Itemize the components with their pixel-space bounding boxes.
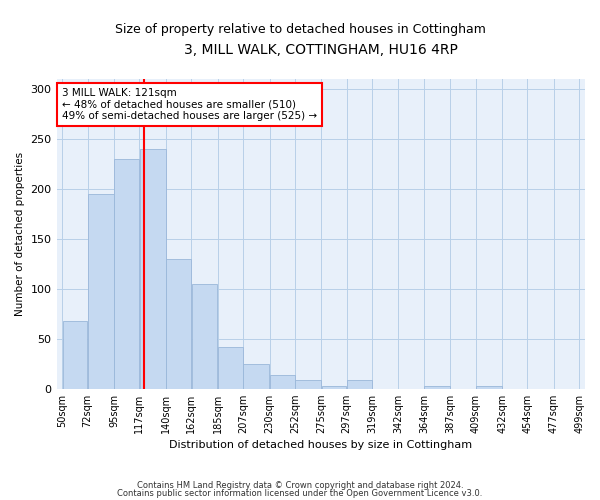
Y-axis label: Number of detached properties: Number of detached properties (15, 152, 25, 316)
Text: Size of property relative to detached houses in Cottingham: Size of property relative to detached ho… (115, 22, 485, 36)
Bar (115, 158, 139, 388)
Title: 3, MILL WALK, COTTINGHAM, HU16 4RP: 3, MILL WALK, COTTINGHAM, HU16 4RP (184, 42, 458, 56)
Bar (244, 364, 269, 388)
Bar (347, 380, 372, 388)
Bar (270, 374, 295, 388)
Bar (191, 284, 217, 389)
Bar (62, 320, 88, 388)
Bar (166, 258, 191, 388)
Text: Contains HM Land Registry data © Crown copyright and database right 2024.: Contains HM Land Registry data © Crown c… (137, 481, 463, 490)
Bar (218, 346, 243, 389)
Bar (476, 386, 502, 388)
Text: Contains public sector information licensed under the Open Government Licence v3: Contains public sector information licen… (118, 488, 482, 498)
Bar (88, 194, 114, 388)
Bar (424, 386, 450, 388)
Bar (295, 380, 321, 388)
X-axis label: Distribution of detached houses by size in Cottingham: Distribution of detached houses by size … (169, 440, 472, 450)
Bar (140, 148, 166, 388)
Text: 3 MILL WALK: 121sqm
← 48% of detached houses are smaller (510)
49% of semi-detac: 3 MILL WALK: 121sqm ← 48% of detached ho… (62, 88, 317, 121)
Bar (322, 386, 346, 388)
